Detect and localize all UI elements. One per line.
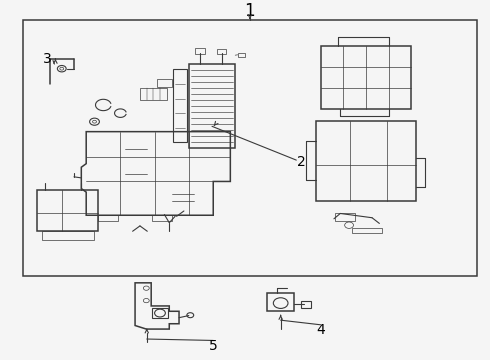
- Bar: [352, 228, 382, 233]
- Bar: [335, 213, 355, 221]
- Bar: [152, 215, 171, 221]
- Bar: [157, 79, 171, 87]
- Text: 5: 5: [209, 339, 218, 353]
- Bar: [173, 69, 187, 142]
- Bar: [189, 64, 235, 148]
- Text: 1: 1: [245, 3, 255, 21]
- Bar: [267, 293, 294, 311]
- Bar: [316, 121, 416, 201]
- Bar: [321, 46, 411, 108]
- Bar: [238, 53, 245, 57]
- Text: 3: 3: [43, 52, 51, 66]
- Bar: [42, 231, 94, 240]
- Bar: [152, 308, 168, 318]
- Bar: [98, 215, 118, 221]
- Bar: [140, 88, 167, 100]
- Text: 4: 4: [317, 323, 325, 337]
- Bar: [37, 190, 98, 231]
- Bar: [217, 49, 226, 54]
- Bar: [195, 48, 205, 54]
- Bar: [23, 19, 477, 276]
- Text: 2: 2: [297, 155, 306, 169]
- Bar: [301, 301, 311, 308]
